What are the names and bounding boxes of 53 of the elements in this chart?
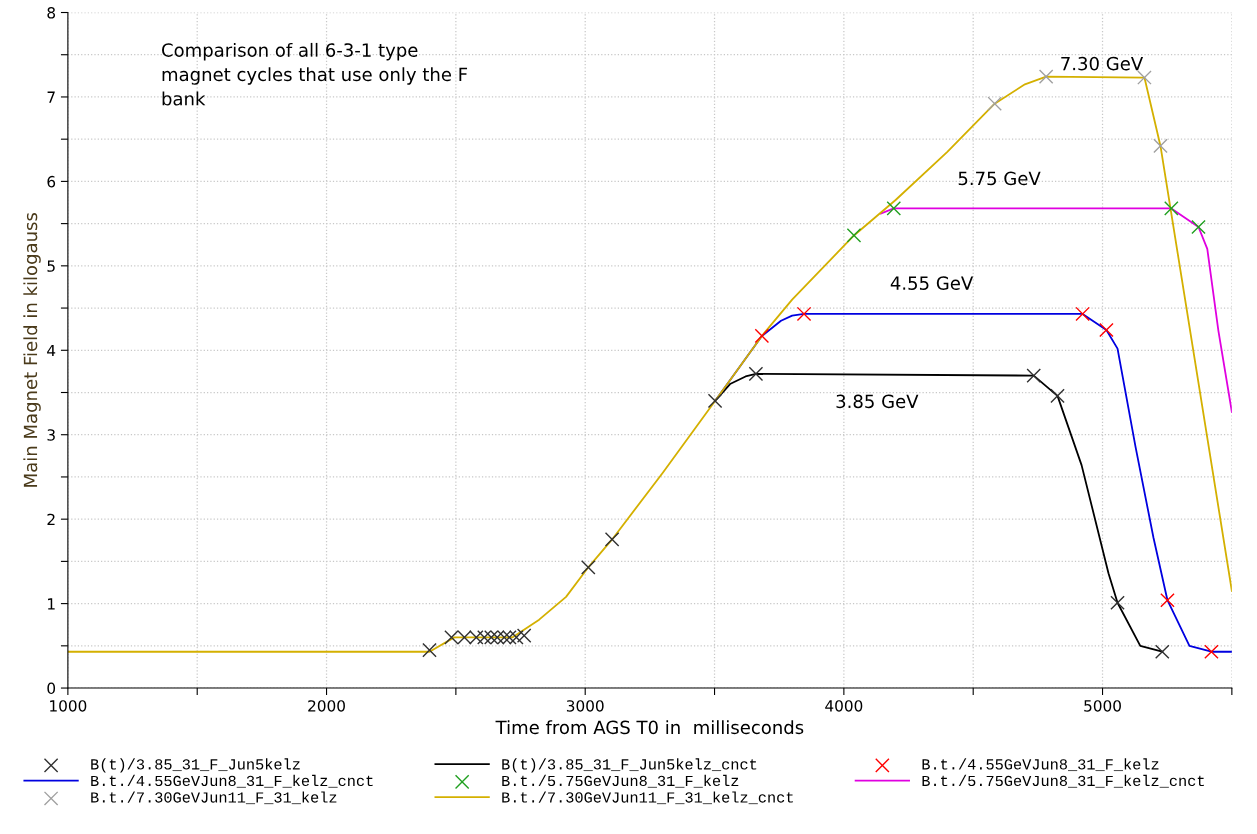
x-tick-label: 3000 [566,700,604,712]
y-tick-label: 5 [47,260,55,272]
y-tick-label: 0 [47,682,56,695]
point [1110,595,1125,611]
legend-label: B.t./5.75GeVJun8_31_F_kelz [502,774,739,788]
point [1164,201,1179,216]
point [1154,644,1170,660]
point [581,560,596,575]
x-tick-label: 4000 [825,700,863,712]
point [1204,644,1219,660]
point [748,366,764,382]
y-tick-label: 4 [47,344,56,357]
y-tick-label: 1 [48,598,55,610]
line-series [714,373,1164,653]
x-tick-label: 5000 [1084,700,1121,712]
annotation: 7.30 GeV [1061,56,1144,71]
legend-label: B.t./5.75GeVJun8_31_F_kelz_cnct [922,774,1204,788]
point [1099,322,1114,338]
y-tick-label: 8 [47,6,56,19]
annotation: 3.85 GeV [836,394,919,409]
x-axis-title: Time from AGS T0 in milliseconds [495,720,804,735]
annotation: 5.75 GeV [958,171,1041,186]
y-axis-title: Main Magnet Field in kilogauss [23,213,41,487]
y-tick-label: 2 [47,513,55,525]
point [1160,592,1175,608]
point [1191,219,1206,235]
legend-label: B.t./7.30GeVJun11_F_31_kelz [91,791,337,805]
point [1050,388,1065,404]
point [846,228,862,243]
point [1038,69,1054,84]
point [1153,138,1168,154]
point [604,532,620,547]
point [707,393,723,409]
legend-label: B.t./4.55GeVJun8_31_F_kelz [922,758,1159,772]
y-tick-label: 6 [47,175,56,188]
legend-label: B(t)/3.85_31_F_Jun5kelz_cnct [502,758,757,773]
legend-label: B.t./4.55GeVJun8_31_F_kelz_cnct [91,774,373,788]
point [987,96,1002,111]
y-tick-label: 3 [47,429,55,441]
annotation: Comparison of all 6-3-1 type magnet cycles that use only the F bank [162,42,468,106]
point [1075,306,1090,322]
legend-label: B.t./7.30GeVJun11_F_31_kelz_cnct [502,791,793,805]
point [754,328,770,344]
x-tick-label: 2000 [308,700,345,712]
point [886,201,902,216]
point [422,642,437,658]
annotation: 4.55 GeV [890,276,974,290]
y-tick-label: 7 [47,91,55,103]
point [1137,70,1152,85]
point [796,306,812,322]
legend-label: B(t)/3.85_31_F_Jun5kelz [91,758,300,773]
x-tick-label: 1000 [50,700,87,712]
point [1026,368,1042,383]
